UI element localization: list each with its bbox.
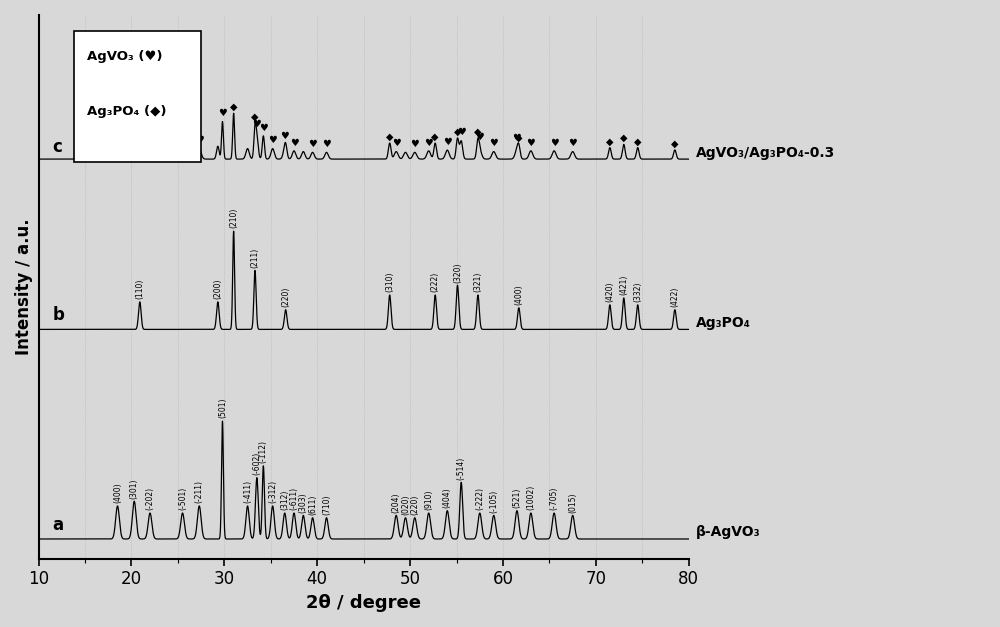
Text: ◆: ◆ [230,102,237,112]
Text: ♥: ♥ [410,139,419,149]
Text: ♥: ♥ [322,139,331,149]
Text: (-112): (-112) [259,440,268,463]
Text: (321): (321) [473,272,482,292]
Text: (015): (015) [568,492,577,513]
Y-axis label: Intensity / a.u.: Intensity / a.u. [15,218,33,355]
Text: ♥: ♥ [513,133,521,143]
Text: ♥: ♥ [550,137,558,147]
Text: (-602): (-602) [252,452,261,475]
Text: ◆: ◆ [634,136,641,146]
Text: Ag₃PO₄ (◆): Ag₃PO₄ (◆) [87,105,167,118]
Text: (200): (200) [213,279,222,299]
Text: ♥: ♥ [178,137,187,147]
X-axis label: 2θ / degree: 2θ / degree [306,594,421,612]
Text: (-705): (-705) [550,487,559,510]
Text: ♥: ♥ [527,137,535,147]
Text: ♥: ♥ [392,139,401,149]
Text: a: a [52,516,64,534]
Text: ♥: ♥ [443,137,452,147]
Text: (421): (421) [619,275,628,295]
Text: ♥: ♥ [290,137,298,147]
Text: ♥: ♥ [113,135,122,145]
Text: ♥: ♥ [424,137,433,147]
Text: ♥: ♥ [308,139,317,149]
Text: (222): (222) [431,272,440,292]
Text: b: b [52,306,64,324]
Text: ◆: ◆ [454,127,461,137]
Text: (910): (910) [424,490,433,510]
Text: (-222): (-222) [475,487,484,510]
Text: (301): (301) [130,478,139,498]
Text: ♥: ♥ [568,139,577,149]
FancyBboxPatch shape [74,31,201,162]
Text: (420): (420) [605,282,614,302]
Text: (-312): (-312) [268,480,277,503]
Text: ◆: ◆ [606,136,614,146]
Text: (332): (332) [633,282,642,302]
Text: (-202): (-202) [146,487,155,510]
Text: (210): (210) [229,208,238,228]
Text: (-514): (-514) [457,456,466,480]
Text: (310): (310) [385,272,394,292]
Text: AgVO₃/Ag₃PO₄-0.3: AgVO₃/Ag₃PO₄-0.3 [696,145,835,159]
Text: (-411): (-411) [243,480,252,503]
Text: β-AgVO₃: β-AgVO₃ [696,525,760,539]
Text: ♥: ♥ [130,134,139,144]
Text: ◆: ◆ [620,133,628,143]
Text: (320): (320) [453,262,462,283]
Text: ◆: ◆ [515,132,523,142]
Text: ♥: ♥ [457,127,466,137]
Text: (312): (312) [280,490,289,510]
Text: ♥: ♥ [280,130,289,140]
Text: ♥: ♥ [475,132,484,142]
Text: ◆: ◆ [474,127,482,137]
Text: ◆: ◆ [386,132,393,142]
Text: AgVO₃ (♥): AgVO₃ (♥) [87,50,163,63]
Text: ◆: ◆ [431,132,439,142]
Text: ♥: ♥ [146,137,154,147]
Text: (204): (204) [392,492,401,513]
Text: (220): (220) [281,287,290,307]
Text: (400): (400) [514,285,523,305]
Text: (521): (521) [512,488,521,508]
Text: ♥: ♥ [218,108,227,119]
Text: ♥: ♥ [252,119,261,129]
Text: (611): (611) [308,495,317,515]
Text: (110): (110) [135,279,144,299]
Text: ♥: ♥ [489,139,498,149]
Text: (1002): (1002) [526,485,535,510]
Text: ♥: ♥ [195,135,204,145]
Text: ♥: ♥ [259,122,268,132]
Text: Ag₃PO₄: Ag₃PO₄ [696,316,751,330]
Text: (211): (211) [250,248,259,268]
Text: ◆: ◆ [671,139,679,149]
Text: ◆: ◆ [251,112,259,122]
Text: (-211): (-211) [195,480,204,503]
Text: (710): (710) [322,495,331,515]
Text: (-501): (-501) [178,487,187,510]
Text: (422): (422) [670,287,679,307]
Text: (220): (220) [410,495,419,515]
Text: (-105): (-105) [489,490,498,513]
Text: c: c [52,139,62,157]
Text: (404): (404) [443,487,452,508]
Text: (020): (020) [401,495,410,515]
Text: ♥: ♥ [268,135,277,145]
Text: (501): (501) [218,398,227,418]
Text: (400): (400) [113,483,122,503]
Text: (303): (303) [299,492,308,513]
Text: (-611): (-611) [290,487,299,510]
